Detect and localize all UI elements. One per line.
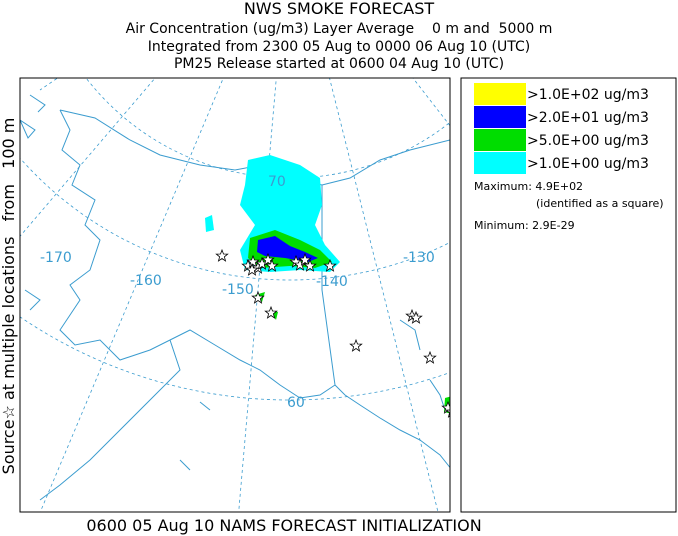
- map-label: -160: [130, 273, 162, 289]
- source-star: [445, 409, 450, 418]
- source-star: [298, 252, 312, 266]
- legend-swatch: [474, 106, 526, 128]
- source-star: [261, 252, 275, 266]
- map-label: -140: [316, 274, 348, 290]
- source-star: [323, 258, 337, 272]
- legend-swatch: [474, 83, 526, 105]
- legend-frame: [460, 77, 677, 513]
- map-label: -170: [40, 250, 72, 266]
- legend-label: >2.0E+01 ug/m3: [527, 110, 649, 126]
- source-star: [303, 258, 317, 272]
- source-star: [423, 350, 437, 364]
- legend-swatch: [474, 129, 526, 151]
- side-label: Source☆ at multiple locations from 100 m: [0, 118, 18, 475]
- title: NWS SMOKE FORECAST: [244, 0, 435, 18]
- source-markers: [215, 248, 450, 418]
- legend-label: >1.0E+00 ug/m3: [527, 156, 649, 172]
- subtitle: Integrated from 2300 05 Aug to 0000 06 A…: [148, 39, 531, 55]
- coastline: [24, 94, 450, 501]
- legend-swatch: [474, 152, 526, 174]
- subtitle: PM25 Release started at 0600 04 Aug 10 (…: [174, 56, 504, 72]
- maximum-note: (identified as a square): [536, 197, 664, 210]
- source-star: [264, 305, 278, 319]
- source-star: [251, 290, 265, 304]
- source-star: [246, 254, 260, 268]
- source-star: [349, 338, 363, 352]
- source-star: [265, 258, 279, 272]
- map-frame: [19, 77, 451, 513]
- legend-label: >1.0E+02 ug/m3: [527, 87, 649, 103]
- map-label: 60: [287, 395, 305, 411]
- island: [20, 119, 446, 411]
- legend: >1.0E+02 ug/m3 >2.0E+01 ug/m3 >5.0E+00 ug/…: [460, 77, 677, 513]
- map-label: -130: [403, 250, 435, 266]
- source-star: [409, 310, 423, 324]
- footer: 0600 05 Aug 10 NAMS FORECAST INITIALIZAT…: [86, 516, 481, 535]
- minimum: Minimum: 2.9E-29: [474, 219, 575, 232]
- legend-label: >5.0E+00 ug/m3: [527, 133, 649, 149]
- maximum: Maximum: 4.9E+02: [474, 180, 583, 193]
- subtitle: Air Concentration (ug/m3) Layer Average …: [126, 21, 553, 37]
- map-label: 70: [268, 174, 286, 190]
- map-label: -150: [222, 282, 254, 298]
- source-star: [245, 262, 259, 276]
- source-star: [215, 248, 229, 262]
